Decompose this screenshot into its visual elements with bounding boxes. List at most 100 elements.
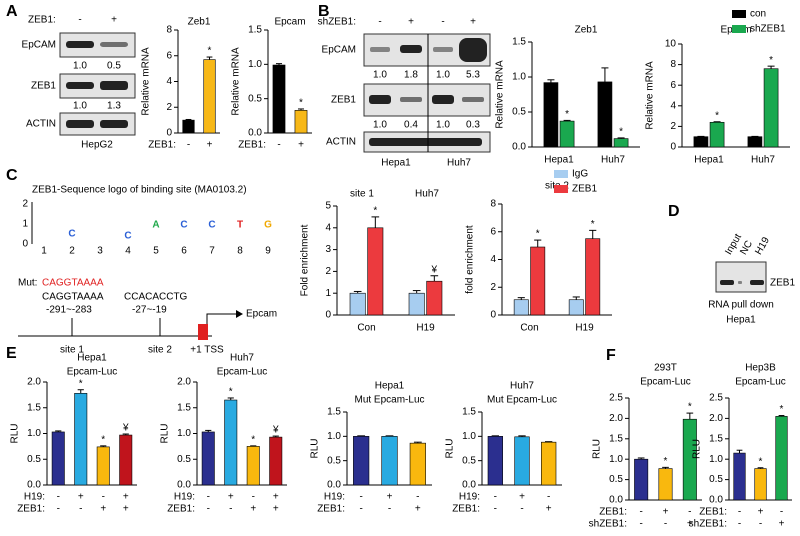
legend-swatch <box>732 10 746 18</box>
bar <box>585 238 601 316</box>
quant: 0.3 <box>466 120 480 131</box>
condition-value: - <box>738 519 741 530</box>
band <box>100 120 128 128</box>
chart-title: Zeb1 <box>188 17 211 28</box>
y-tick-label: 1.5 <box>609 433 623 444</box>
logo-title: ZEB1-Sequence logo of binding site (MA01… <box>32 185 247 196</box>
logo-letter: G <box>264 220 272 231</box>
chart-title: Hepa1 <box>375 381 405 392</box>
condition-label: ZEB1: <box>238 140 266 151</box>
logo-letter: T <box>237 220 243 231</box>
site-label: site 1 <box>60 345 84 356</box>
condition-value: - <box>277 140 280 151</box>
y-tick-label: 1.0 <box>512 72 526 83</box>
gene-label: Epcam <box>246 309 277 320</box>
band-label: ZEB1 <box>770 278 795 289</box>
y-tick-label: 0.0 <box>27 480 41 491</box>
logo-position: 2 <box>69 246 75 257</box>
chart-title: site 1 <box>350 189 374 200</box>
mut-label: Mut: <box>18 278 37 289</box>
quant: 0.5 <box>107 61 121 72</box>
y-tick-label: 0 <box>325 310 331 321</box>
y-tick-label: 2 <box>670 121 676 132</box>
y-tick-label: 1.0 <box>462 431 476 442</box>
condition-value: - <box>57 504 60 515</box>
y-tick-label: 1.5 <box>248 25 262 36</box>
logo-letter: C <box>180 220 187 231</box>
annotation: * <box>229 387 233 398</box>
condition-value: + <box>298 140 304 151</box>
logo-position: 7 <box>209 246 215 257</box>
y-tick-label: 0.0 <box>327 480 341 491</box>
blot-box <box>59 112 136 136</box>
bar <box>530 246 546 316</box>
y-tick-label: 2 <box>490 282 496 293</box>
condition-value: - <box>229 504 232 515</box>
logo-position: 6 <box>181 246 187 257</box>
y-tick-label: 0.0 <box>512 142 526 153</box>
y-tick-label: 0.0 <box>462 480 476 491</box>
quant: 5.3 <box>466 70 480 81</box>
condition-value: - <box>520 504 523 515</box>
y-axis-label: RLU <box>445 438 456 458</box>
y-tick-label: 1.5 <box>512 37 526 48</box>
chart-title: Huh7 <box>510 381 534 392</box>
y-tick-label: 1.5 <box>462 407 476 418</box>
condition-value: - <box>388 504 391 515</box>
condition-value: + <box>100 504 106 515</box>
condition-value: + <box>519 492 525 503</box>
x-tick-label: Huh7 <box>601 155 625 166</box>
band <box>462 97 484 102</box>
chart-title: Mut Epcam-Luc <box>487 395 557 406</box>
y-tick-label: 4 <box>670 100 676 111</box>
y-tick-label: 1.0 <box>327 431 341 442</box>
bar <box>74 393 88 486</box>
y-axis-label: Relative mRNA <box>645 61 656 130</box>
condition-value: + <box>228 492 234 503</box>
condition-value: - <box>664 519 667 530</box>
y-tick-label: 0.0 <box>248 128 262 139</box>
logo-letter: C <box>124 231 131 242</box>
condition-label: ZEB1: <box>148 140 176 151</box>
bar <box>367 227 384 316</box>
annotation: * <box>79 378 83 389</box>
blot-a: ZEB1: - + EpCAM 1.0 0.5 ZEB1 1.0 1.3 ACT… <box>22 15 136 151</box>
caption: HepG2 <box>81 140 113 151</box>
y-tick-label: 8 <box>670 59 676 70</box>
condition-value: - <box>738 507 741 518</box>
row-label: ZEB1 <box>31 81 56 92</box>
panel-label: C <box>6 167 18 184</box>
quant: 1.0 <box>73 61 87 72</box>
lane-label: - <box>441 17 444 28</box>
band <box>369 138 482 146</box>
chart-title: Epcam-Luc <box>640 377 691 388</box>
bar <box>693 136 709 148</box>
lane-label: + <box>111 15 117 26</box>
bar <box>224 399 238 486</box>
annotation: * <box>251 435 255 446</box>
band <box>369 95 391 104</box>
y-axis-label: Fold enrichment <box>300 224 311 296</box>
annotation: * <box>299 98 303 109</box>
condition-label: H19: <box>324 492 345 503</box>
logo-position: 9 <box>265 246 271 257</box>
quant: 1.3 <box>107 101 121 112</box>
logo-position: 5 <box>153 246 159 257</box>
bar <box>559 120 575 148</box>
legend-label: IgG <box>572 169 588 180</box>
annotation: ¥ <box>272 425 279 436</box>
bar <box>409 442 426 486</box>
x-tick-label: Con <box>357 323 375 334</box>
lane-label: + <box>470 17 476 28</box>
pulldown: Input NC H19 ZEB1 RNA pull down Hepa1 <box>708 232 795 326</box>
condition-value: + <box>663 507 669 518</box>
condition-value: + <box>779 519 785 530</box>
condition-value: - <box>57 492 60 503</box>
annotation: * <box>373 206 377 217</box>
bar <box>269 436 283 486</box>
x-tick-label: Con <box>520 323 538 334</box>
bar <box>763 68 779 148</box>
annotation: * <box>759 456 763 467</box>
y-tick-label: 1 <box>325 288 331 299</box>
band <box>738 281 742 284</box>
